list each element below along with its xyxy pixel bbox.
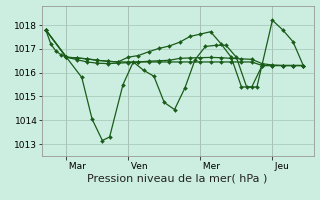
X-axis label: Pression niveau de la mer( hPa ): Pression niveau de la mer( hPa ) xyxy=(87,173,268,183)
